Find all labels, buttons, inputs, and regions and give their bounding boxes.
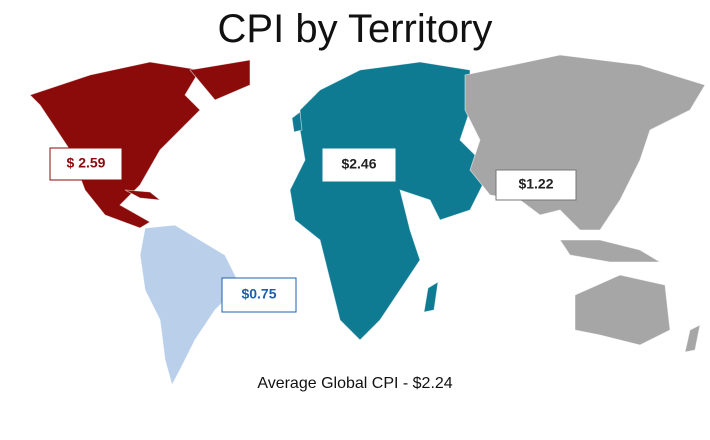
europe-africa-middle-east	[289, 61, 491, 341]
region-label: $0.75	[241, 286, 276, 302]
label-na: $ 2.59	[49, 147, 123, 181]
label-sa: $0.75	[221, 277, 297, 313]
region-label: $2.46	[341, 156, 376, 172]
region-label: $ 2.59	[67, 155, 106, 171]
south-america	[139, 224, 241, 387]
region-label: $1.22	[518, 176, 553, 192]
footer: Average Global CPI - $2.24	[257, 375, 452, 392]
north-america	[29, 59, 251, 229]
title: CPI by Territory	[218, 7, 493, 51]
label-apac: $1.22	[495, 169, 577, 201]
asia-pacific	[464, 54, 706, 353]
label-emea: $2.46	[321, 147, 397, 183]
